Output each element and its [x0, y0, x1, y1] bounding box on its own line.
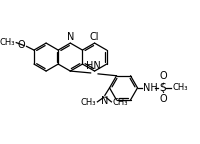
Text: HN: HN	[86, 61, 101, 71]
Text: CH₃: CH₃	[81, 98, 96, 107]
Text: CH₃: CH₃	[172, 83, 188, 92]
Text: CH₃: CH₃	[0, 38, 15, 47]
Text: O: O	[160, 71, 167, 81]
Text: Cl: Cl	[90, 32, 99, 42]
Text: O: O	[17, 40, 25, 50]
Text: NH: NH	[143, 83, 158, 93]
Text: S: S	[159, 83, 166, 93]
Text: O: O	[160, 94, 167, 104]
Text: CH₃: CH₃	[112, 98, 128, 107]
Text: N: N	[67, 32, 74, 42]
Text: N: N	[101, 96, 109, 106]
